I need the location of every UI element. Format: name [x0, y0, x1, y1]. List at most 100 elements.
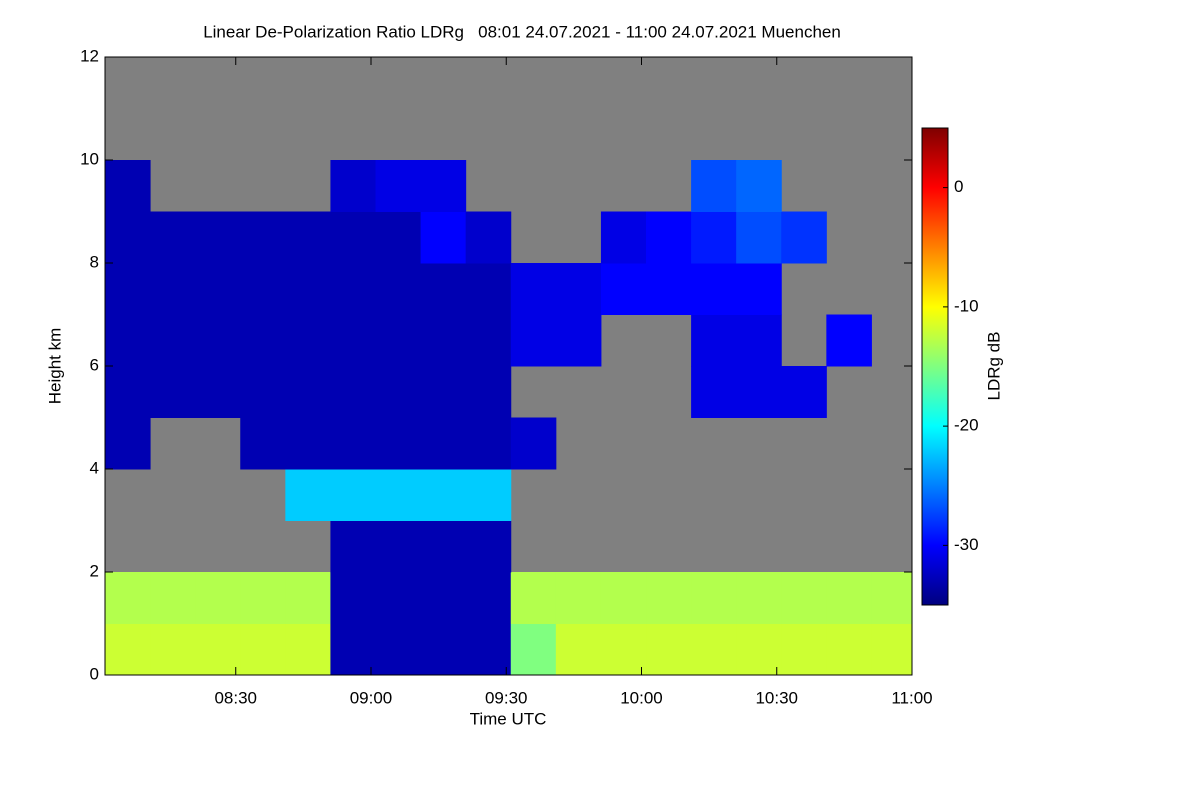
x-tick-label: 09:30	[485, 688, 528, 707]
heatmap-cell	[691, 211, 737, 264]
heatmap-cell	[375, 366, 422, 418]
heatmap-cell	[240, 211, 286, 264]
heatmap-cell	[330, 211, 377, 264]
x-tick-label: 10:30	[755, 688, 798, 707]
heatmap-cell	[330, 520, 377, 573]
heatmap-cell	[465, 623, 512, 675]
y-tick-label: 8	[90, 252, 99, 271]
heatmap-cell	[781, 623, 827, 675]
heatmap-cell	[150, 572, 196, 624]
y-axis-label: Height km	[45, 328, 64, 405]
heatmap-cell	[420, 314, 467, 367]
heatmap-cell	[150, 366, 196, 418]
y-tick-label: 12	[80, 46, 99, 65]
heatmap-cell	[465, 469, 512, 521]
heatmap-cell	[646, 263, 692, 315]
heatmap-cell	[691, 572, 737, 624]
heatmap-cell	[105, 314, 151, 367]
heatmap-cell	[826, 314, 872, 367]
heatmap-cell	[240, 572, 286, 624]
heatmap-cell	[420, 469, 467, 521]
heatmap-cell	[691, 263, 737, 315]
heatmap-cell	[375, 520, 422, 573]
heatmap-cell	[736, 572, 782, 624]
heatmap-cell	[781, 572, 827, 624]
heatmap-cell	[691, 160, 737, 212]
heatmap	[105, 57, 912, 675]
heatmap-cell	[240, 623, 286, 675]
heatmap-cell	[691, 366, 737, 418]
heatmap-cell	[871, 572, 912, 624]
heatmap-cell	[465, 211, 512, 264]
heatmap-cell	[240, 314, 286, 367]
heatmap-cell	[375, 263, 422, 315]
colorbar-tick-label: 0	[954, 177, 963, 196]
heatmap-cell	[555, 623, 602, 675]
heatmap-cell	[375, 211, 422, 264]
x-tick-label: 10:00	[620, 688, 663, 707]
heatmap-cell	[826, 623, 872, 675]
heatmap-cell	[736, 366, 782, 418]
heatmap-cell	[375, 314, 422, 367]
colorbar	[921, 127, 949, 606]
heatmap-cell	[285, 211, 331, 264]
heatmap-cell	[555, 314, 602, 367]
heatmap-cell	[691, 314, 737, 367]
heatmap-cell	[105, 211, 151, 264]
heatmap-cell	[375, 572, 422, 624]
heatmap-cell	[330, 160, 377, 212]
heatmap-cell	[375, 623, 422, 675]
heatmap-cell	[330, 572, 377, 624]
x-tick-label: 08:30	[214, 688, 257, 707]
heatmap-cell	[465, 417, 512, 470]
y-tick-label: 10	[80, 149, 99, 168]
heatmap-cell	[195, 211, 241, 264]
heatmap-cell	[285, 417, 331, 470]
heatmap-cell	[600, 572, 647, 624]
heatmap-cell	[285, 263, 331, 315]
x-tick-label: 11:00	[891, 688, 932, 707]
heatmap-cell	[330, 314, 377, 367]
heatmap-cell	[420, 160, 467, 212]
heatmap-cell	[465, 572, 512, 624]
heatmap-cell	[330, 623, 377, 675]
heatmap-cell	[420, 366, 467, 418]
heatmap-cell	[105, 263, 151, 315]
heatmap-cell	[510, 314, 557, 367]
heatmap-cell	[646, 623, 692, 675]
heatmap-cell	[330, 469, 377, 521]
heatmap-cell	[240, 263, 286, 315]
heatmap-cell	[420, 263, 467, 315]
heatmap-cell	[420, 520, 467, 573]
heatmap-cell	[736, 623, 782, 675]
chart-title: Linear De-Polarization Ratio LDRg 08:01 …	[203, 22, 841, 41]
heatmap-cell	[420, 417, 467, 470]
heatmap-cell	[195, 572, 241, 624]
colorbar-label: LDRg dB	[984, 332, 1003, 401]
heatmap-cell	[510, 417, 557, 470]
heatmap-cell	[420, 623, 467, 675]
colorbar-tick-label: -20	[954, 416, 979, 435]
heatmap-cell	[375, 417, 422, 470]
heatmap-cell	[150, 211, 196, 264]
x-axis-label: Time UTC	[470, 709, 547, 728]
heatmap-cell	[105, 160, 151, 212]
y-tick-label: 6	[90, 355, 99, 374]
heatmap-cell	[285, 469, 331, 521]
heatmap-cell	[285, 314, 331, 367]
heatmap-cell	[105, 366, 151, 418]
heatmap-cell	[465, 520, 512, 573]
heatmap-cell	[105, 417, 151, 470]
colorbar-tick-label: -10	[954, 296, 979, 315]
heatmap-cell	[465, 366, 512, 418]
heatmap-cell	[150, 623, 196, 675]
heatmap-cell	[736, 211, 782, 264]
heatmap-cell	[510, 623, 557, 675]
heatmap-cell	[465, 314, 512, 367]
heatmap-cell	[375, 160, 422, 212]
heatmap-cell	[736, 263, 782, 315]
heatmap-cell	[240, 417, 286, 470]
heatmap-cell	[871, 623, 912, 675]
heatmap-cell	[691, 623, 737, 675]
heatmap-cell	[420, 211, 467, 264]
